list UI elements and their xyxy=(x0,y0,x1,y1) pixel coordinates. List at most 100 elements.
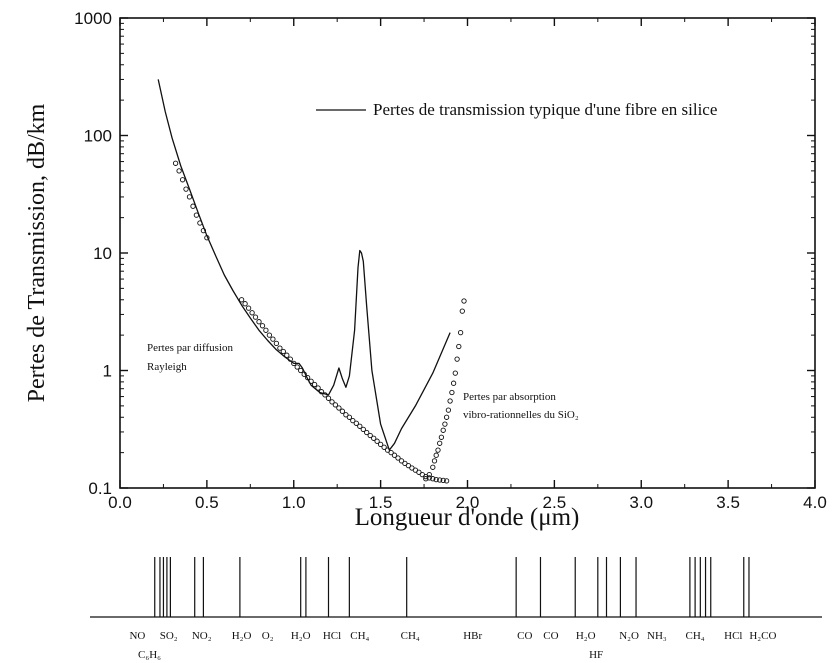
band-labels: NO C₆H₆ SO₂ NO₂ H₂O O₂ H₂O HCl CH₄ CH₄ HBr CO CO H₂O H… xyxy=(129,630,776,661)
x-tick-label: 3.5 xyxy=(716,493,740,512)
y-tick-label: 1 xyxy=(103,362,112,381)
rayleigh-point xyxy=(266,332,273,338)
rayleigh-point xyxy=(270,336,276,342)
rayleigh-point xyxy=(176,168,182,174)
rayleigh-point xyxy=(377,441,384,448)
rayleigh-point xyxy=(280,348,286,355)
rayleigh-point xyxy=(430,476,436,482)
rayleigh-point xyxy=(179,177,186,183)
band-gas-label: CH₄ xyxy=(350,630,369,642)
rayleigh-point xyxy=(186,194,193,200)
rayleigh-point xyxy=(301,371,307,377)
y-tick-label: 1000 xyxy=(74,9,112,28)
band-gas-label: CO xyxy=(543,630,558,642)
absorption-point xyxy=(433,452,439,458)
rayleigh-point xyxy=(357,423,363,429)
band-gas-label: C₆H₆ xyxy=(138,649,161,661)
rayleigh-point xyxy=(315,385,321,391)
rayleigh-point xyxy=(277,345,283,351)
band-gas-label: HBr xyxy=(463,630,482,642)
rayleigh-point xyxy=(426,475,432,481)
rayleigh-point xyxy=(360,426,366,433)
rayleigh-point xyxy=(371,435,377,441)
rayleigh-point xyxy=(367,432,373,439)
band-gas-label: HCl xyxy=(724,630,742,642)
band-gas-label: NO xyxy=(129,630,145,642)
rayleigh-point xyxy=(322,392,328,398)
rayleigh-point xyxy=(308,378,314,384)
absorption-point xyxy=(457,329,464,336)
rayleigh-point xyxy=(437,477,443,483)
y-tick-label: 100 xyxy=(84,127,112,146)
annotation-absorption-line1: Pertes par absorption xyxy=(463,391,556,403)
rayleigh-point xyxy=(353,420,359,426)
rayleigh-point xyxy=(391,452,398,458)
rayleigh-point xyxy=(294,364,300,370)
band-gas-label: NO₂ xyxy=(192,630,212,642)
band-gas-label: NH₃ xyxy=(647,630,667,642)
annotation-rayleigh-line2: Rayleigh xyxy=(147,361,187,373)
absorption-point xyxy=(440,427,446,433)
y-tick-label: 0.1 xyxy=(88,479,112,498)
x-tick-label: 0.5 xyxy=(195,493,219,512)
absorption-point xyxy=(443,414,450,420)
rayleigh-point xyxy=(395,455,401,461)
x-tick-label: 2.0 xyxy=(456,493,480,512)
absorption-point xyxy=(456,343,462,350)
rayleigh-point xyxy=(339,408,346,414)
series-line-fibre-silice xyxy=(157,79,451,451)
x-tick-label: 1.0 xyxy=(282,493,306,512)
band-gas-label: CH₄ xyxy=(401,630,420,642)
absorption-point xyxy=(449,389,455,396)
rayleigh-point xyxy=(405,462,412,469)
rayleigh-point xyxy=(273,340,280,347)
rayleigh-point xyxy=(318,389,325,395)
rayleigh-point xyxy=(350,417,356,424)
rayleigh-point xyxy=(242,301,248,307)
series-layer xyxy=(157,79,467,484)
rayleigh-point xyxy=(343,412,349,418)
absorption-point xyxy=(435,447,441,453)
y-axis: 0.1 1 10 100 1000 xyxy=(74,9,815,498)
rayleigh-point xyxy=(172,160,179,166)
band-gas-label: HCl xyxy=(323,630,341,642)
rayleigh-point xyxy=(304,374,311,381)
band-gas-label: CO xyxy=(517,630,532,642)
rayleigh-point xyxy=(193,212,200,218)
x-axis-title: Longueur d'onde (μm) xyxy=(355,504,580,531)
absorption-point xyxy=(445,407,452,413)
main-chart: 0.1 1 10 100 1000 0.0 0.5 1.0 1.5 2.0 2.5 3.0 3.5 4.… xyxy=(24,9,827,531)
rayleigh-point xyxy=(190,203,196,209)
rayleigh-point xyxy=(443,478,450,484)
rayleigh-point xyxy=(346,414,353,420)
band-gas-label: N₂O xyxy=(619,630,639,642)
rayleigh-point xyxy=(291,360,297,367)
rayleigh-point xyxy=(287,356,293,362)
rayleigh-point xyxy=(364,429,370,436)
rayleigh-point xyxy=(298,367,304,374)
rayleigh-point xyxy=(245,305,252,311)
band-gas-label: SO₂ xyxy=(160,630,178,642)
rayleigh-point xyxy=(433,476,439,483)
absorption-point xyxy=(426,471,432,478)
absorption-point xyxy=(442,421,448,427)
band-gas-label: H₂O xyxy=(291,630,311,642)
rayleigh-point xyxy=(388,449,394,456)
absorption-point xyxy=(459,308,465,314)
y-axis-title: Pertes de Transmission, dB/km xyxy=(24,103,50,402)
x-axis: 0.0 0.5 1.0 1.5 2.0 2.5 3.0 3.5 4.0 xyxy=(108,18,827,512)
band-gas-label: HF xyxy=(589,649,603,661)
absorption-point xyxy=(430,464,436,470)
rayleigh-point xyxy=(183,186,189,192)
absorption-point xyxy=(438,434,445,440)
absorption-point xyxy=(450,380,457,386)
rayleigh-point xyxy=(381,444,387,450)
band-gas-label: H₂O xyxy=(576,630,596,642)
band-gas-label: H₂CO xyxy=(749,630,776,642)
rayleigh-point xyxy=(197,220,203,226)
absorption-point xyxy=(461,298,467,304)
rayleigh-point xyxy=(374,438,380,444)
rayleigh-point xyxy=(440,477,446,484)
band-gas-label: H₂O xyxy=(232,630,252,642)
